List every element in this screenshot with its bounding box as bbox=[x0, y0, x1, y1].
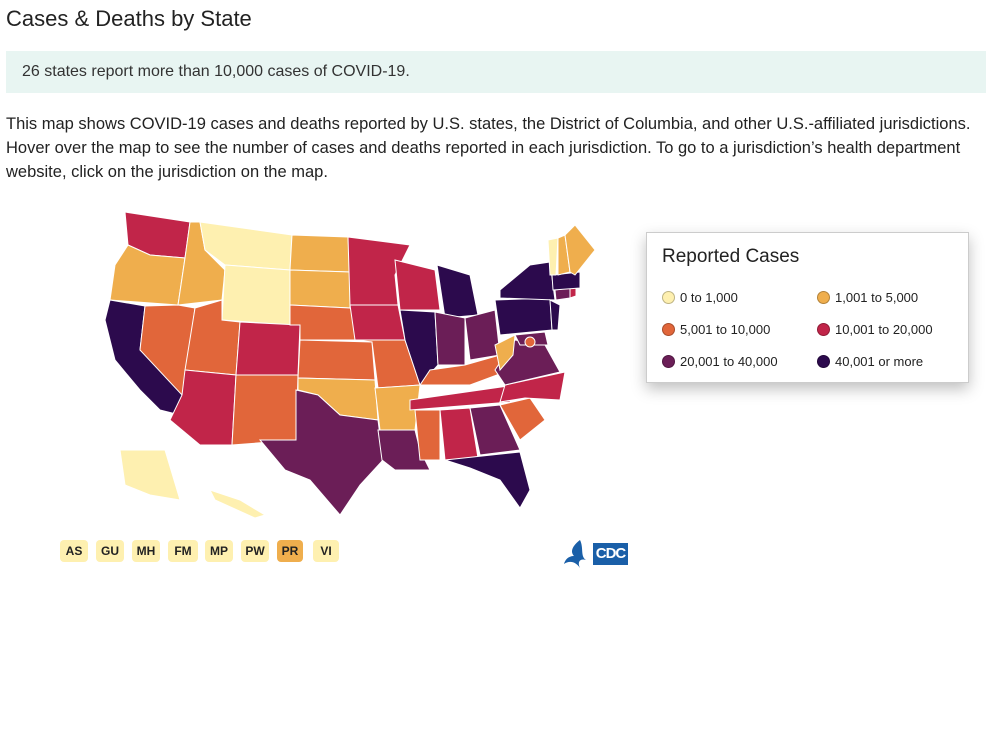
legend-swatch-icon bbox=[662, 355, 675, 368]
legend-swatch-icon bbox=[662, 323, 675, 336]
legend-label: 5,001 to 10,000 bbox=[680, 322, 771, 337]
cdc-logo[interactable]: CDC bbox=[562, 538, 628, 570]
legend-swatch-icon bbox=[817, 323, 830, 336]
us-map[interactable] bbox=[0, 200, 640, 530]
legend-item: 20,001 to 40,000 bbox=[662, 354, 778, 369]
legend-label: 40,001 or more bbox=[835, 354, 924, 369]
state-ak[interactable] bbox=[119, 449, 181, 501]
state-nm[interactable] bbox=[231, 374, 299, 446]
state-oh[interactable] bbox=[464, 309, 501, 361]
state-ms[interactable] bbox=[414, 409, 441, 461]
state-dc[interactable] bbox=[524, 336, 536, 348]
intro-text: This map shows COVID-19 cases and deaths… bbox=[6, 115, 971, 181]
legend-item: 5,001 to 10,000 bbox=[662, 322, 770, 337]
legend-label: 0 to 1,000 bbox=[680, 290, 738, 305]
state-ia[interactable] bbox=[349, 304, 406, 341]
territory-button-as[interactable]: AS bbox=[60, 540, 88, 562]
state-ma[interactable] bbox=[551, 271, 581, 291]
territory-button-pw[interactable]: PW bbox=[241, 540, 269, 562]
cdc-logo-text: CDC bbox=[593, 543, 628, 565]
state-la[interactable] bbox=[377, 429, 431, 471]
territory-button-vi[interactable]: VI bbox=[313, 540, 339, 562]
state-tx[interactable] bbox=[258, 389, 384, 516]
summary-callout: 26 states report more than 10,000 cases … bbox=[6, 51, 986, 93]
legend-title: Reported Cases bbox=[662, 246, 800, 267]
state-wy[interactable] bbox=[221, 264, 291, 326]
page-title: Cases & Deaths by State bbox=[6, 6, 252, 31]
state-nd[interactable] bbox=[289, 234, 351, 273]
state-me[interactable] bbox=[564, 224, 596, 276]
state-vt[interactable] bbox=[547, 237, 559, 276]
state-wi[interactable] bbox=[394, 259, 441, 311]
state-tn[interactable] bbox=[409, 384, 516, 411]
legend-item: 1,001 to 5,000 bbox=[817, 290, 918, 305]
legend-label: 10,001 to 20,000 bbox=[835, 322, 933, 337]
state-co[interactable] bbox=[235, 321, 301, 376]
state-mi[interactable] bbox=[436, 264, 479, 319]
state-ny[interactable] bbox=[499, 261, 556, 301]
legend-swatch-icon bbox=[817, 355, 830, 368]
state-ks[interactable] bbox=[297, 339, 376, 381]
territory-button-fm[interactable]: FM bbox=[168, 540, 198, 562]
territory-button-pr[interactable]: PR bbox=[277, 540, 303, 562]
state-in[interactable] bbox=[434, 311, 466, 366]
state-nj[interactable] bbox=[549, 299, 561, 331]
state-sd[interactable] bbox=[289, 269, 351, 309]
legend-swatch-icon bbox=[817, 291, 830, 304]
legend-label: 1,001 to 5,000 bbox=[835, 290, 919, 305]
state-ri[interactable] bbox=[569, 287, 577, 299]
legend-swatch-icon bbox=[662, 291, 675, 304]
territory-button-mh[interactable]: MH bbox=[132, 540, 160, 562]
legend-item: 10,001 to 20,000 bbox=[817, 322, 933, 337]
legend-item: 0 to 1,000 bbox=[662, 290, 738, 305]
state-hi[interactable] bbox=[209, 489, 267, 519]
state-ga[interactable] bbox=[469, 404, 521, 456]
legend: Reported Cases 0 to 1,000 1,001 to 5,000 5… bbox=[646, 232, 969, 383]
legend-label: 20,001 to 40,000 bbox=[680, 354, 778, 369]
state-wv[interactable] bbox=[494, 334, 516, 372]
state-mn[interactable] bbox=[347, 236, 411, 306]
legend-item: 40,001 or more bbox=[817, 354, 923, 369]
state-pa[interactable] bbox=[494, 297, 553, 336]
territory-button-gu[interactable]: GU bbox=[96, 540, 124, 562]
state-nc[interactable] bbox=[499, 371, 566, 403]
state-sc[interactable] bbox=[499, 397, 546, 441]
hhs-eagle-icon bbox=[564, 540, 586, 568]
state-fl[interactable] bbox=[444, 451, 531, 509]
territory-button-mp[interactable]: MP bbox=[205, 540, 233, 562]
